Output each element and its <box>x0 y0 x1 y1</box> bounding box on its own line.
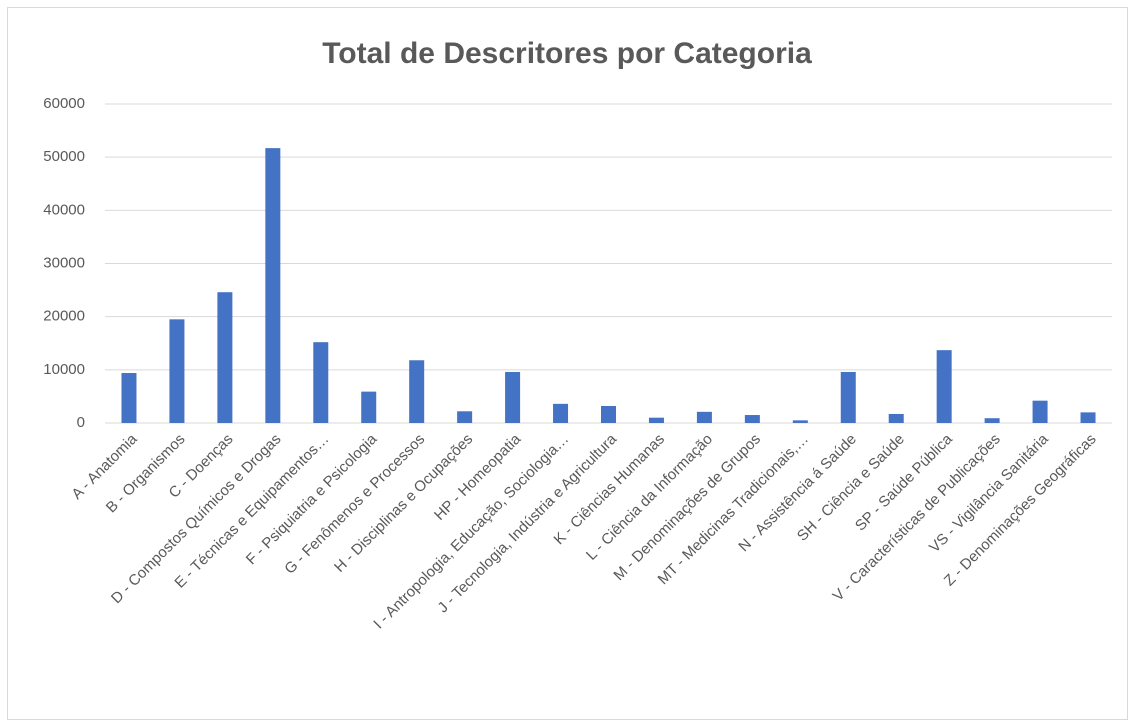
bar <box>505 371 521 423</box>
y-tick-label: 0 <box>77 414 85 431</box>
y-tick-label: 10000 <box>43 361 85 378</box>
bar <box>936 350 952 423</box>
bar <box>361 391 377 423</box>
bar <box>792 420 808 423</box>
bar <box>648 417 664 423</box>
y-tick-label: 50000 <box>43 148 85 165</box>
bar <box>601 405 616 423</box>
bar <box>457 411 473 423</box>
bar <box>169 319 185 423</box>
y-tick-label: 20000 <box>43 308 85 325</box>
bar <box>696 411 712 423</box>
bar <box>313 342 329 423</box>
bar <box>553 403 569 423</box>
bar <box>121 373 137 423</box>
bar <box>409 360 425 423</box>
chart-title: Total de Descritores por Categoria <box>322 37 812 70</box>
y-tick-label: 30000 <box>43 254 85 271</box>
y-tick-label: 60000 <box>43 95 85 112</box>
bar <box>888 413 904 423</box>
bar <box>265 148 281 423</box>
y-tick-label: 40000 <box>43 201 85 218</box>
bar <box>217 292 233 423</box>
bar <box>840 371 856 423</box>
bar <box>1032 400 1048 423</box>
bar <box>1080 412 1096 423</box>
bar <box>984 418 1000 423</box>
bar <box>744 415 760 423</box>
